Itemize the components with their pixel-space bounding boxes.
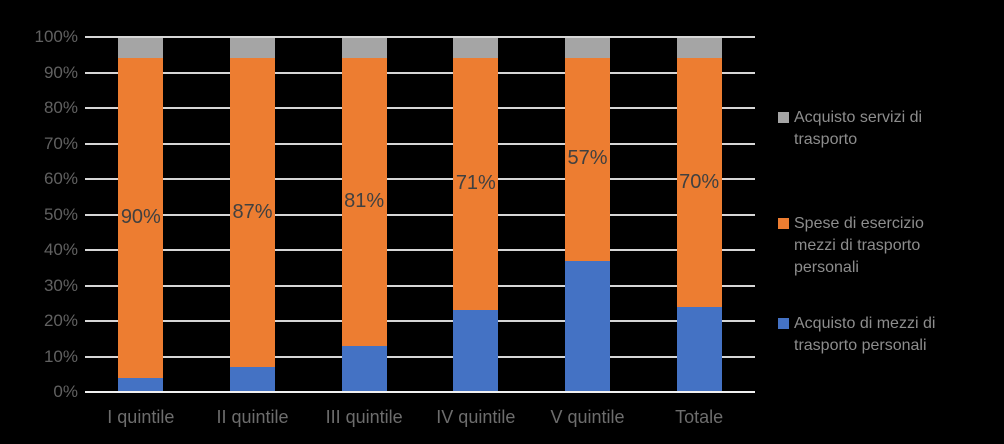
legend-label-line: Spese di esercizio bbox=[794, 215, 924, 232]
gridline bbox=[85, 320, 755, 322]
x-axis-category-label: I quintile bbox=[107, 407, 175, 427]
x-axis-category-label: Totale bbox=[675, 407, 724, 427]
y-axis-tick-label: 0% bbox=[53, 382, 78, 401]
legend-swatch bbox=[778, 218, 789, 229]
gridline bbox=[85, 71, 755, 74]
bar-segment bbox=[118, 37, 164, 59]
legend-swatch bbox=[778, 112, 789, 123]
y-axis-tick-label: 50% bbox=[43, 204, 78, 224]
bar-segment bbox=[565, 37, 610, 59]
gridline bbox=[85, 36, 755, 38]
legend-label-line: mezzi di trasporto bbox=[794, 237, 921, 254]
bar-segment bbox=[676, 58, 722, 307]
bar-segment bbox=[565, 58, 610, 261]
gridline bbox=[85, 178, 755, 180]
legend-label-line: Acquisto servizi di bbox=[794, 109, 923, 126]
chart-legend: Acquisto servizi di trasporto Spese di ese… bbox=[778, 0, 1004, 444]
y-axis-tick-label: 30% bbox=[43, 275, 78, 295]
legend-label-line: trasporto personali bbox=[794, 337, 927, 354]
bar-segment bbox=[565, 260, 610, 392]
gridline bbox=[85, 213, 755, 216]
x-axis-category-label: IV quintile bbox=[436, 407, 516, 427]
y-axis-tick-label: 20% bbox=[43, 311, 78, 330]
bar-segment bbox=[676, 37, 722, 59]
bar-segment bbox=[453, 37, 499, 59]
bar-data-label: 57% bbox=[567, 147, 608, 170]
legend-item: Spese di esercizio mezzi di trasporto pers… bbox=[778, 213, 924, 279]
gridline bbox=[85, 249, 755, 251]
legend-label-line: personali bbox=[794, 259, 859, 276]
gridline bbox=[85, 142, 755, 145]
y-axis-tick-label: 60% bbox=[43, 169, 78, 188]
gridline bbox=[85, 107, 755, 109]
bar-segment bbox=[341, 345, 387, 392]
bar-data-label: 87% bbox=[232, 200, 273, 223]
bar-segment bbox=[230, 58, 275, 368]
legend-item: Acquisto servizi di trasporto bbox=[778, 107, 922, 151]
y-axis-tick-label: 10% bbox=[43, 346, 78, 366]
y-axis-tick-label: 80% bbox=[43, 98, 78, 117]
bar-segment bbox=[230, 367, 275, 392]
x-axis-category-label: II quintile bbox=[216, 407, 289, 427]
legend-label-line: trasporto bbox=[794, 131, 858, 148]
legend-swatch bbox=[778, 318, 789, 329]
bar-data-label: 70% bbox=[679, 170, 720, 193]
gridline bbox=[85, 284, 755, 287]
bar-data-label: 71% bbox=[455, 172, 496, 195]
y-axis-tick-label: 70% bbox=[43, 133, 78, 153]
y-axis-tick-label: 40% bbox=[43, 240, 78, 259]
bar-segment bbox=[341, 58, 387, 346]
bar-segment bbox=[453, 310, 499, 392]
legend-item: Acquisto di mezzi di trasporto personali bbox=[778, 313, 935, 357]
plot-area: 90% 87% 81% 71% 57% 70% bbox=[85, 36, 755, 393]
legend-label: Acquisto di mezzi di trasporto personali bbox=[794, 313, 935, 357]
bar-data-label: 81% bbox=[344, 190, 385, 213]
bar-segment bbox=[230, 37, 275, 59]
gridline bbox=[85, 355, 755, 358]
bar-segment bbox=[676, 306, 722, 392]
bar-segment bbox=[118, 58, 164, 378]
y-axis-tick-label: 90% bbox=[43, 62, 78, 82]
legend-label: Spese di esercizio mezzi di trasporto pers… bbox=[794, 213, 924, 279]
bar-segment bbox=[453, 58, 499, 311]
y-axis-tick-label: 100% bbox=[34, 27, 78, 46]
x-axis-line bbox=[85, 391, 755, 393]
bar-data-label: 90% bbox=[120, 206, 161, 229]
x-axis-category-label: III quintile bbox=[325, 407, 403, 427]
legend-label-line: Acquisto di mezzi di bbox=[794, 315, 936, 332]
x-axis-category-label: V quintile bbox=[550, 407, 625, 427]
bar-segment bbox=[341, 37, 387, 59]
bar-segment bbox=[118, 377, 164, 392]
legend-label: Acquisto servizi di trasporto bbox=[794, 107, 922, 151]
